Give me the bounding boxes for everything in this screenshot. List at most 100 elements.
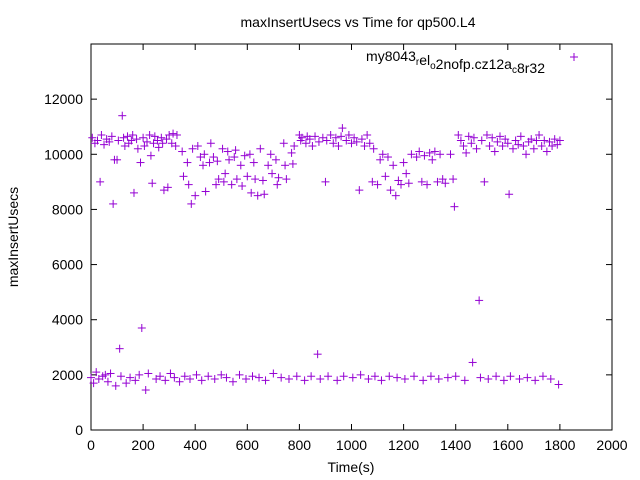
data-point <box>205 158 214 167</box>
data-point <box>391 191 400 200</box>
data-point <box>467 139 476 148</box>
data-point <box>175 377 184 386</box>
data-point <box>105 137 114 146</box>
data-point <box>540 136 549 145</box>
y-axis: 0 2000 4000 6000 8000 10000 12000 <box>44 91 612 438</box>
legend-marker-symbol <box>570 53 578 61</box>
data-point <box>548 142 557 151</box>
data-point <box>258 176 267 185</box>
data-point <box>88 133 97 142</box>
data-point <box>438 175 447 184</box>
data-point <box>150 132 159 141</box>
data-point <box>344 130 353 139</box>
data-point <box>339 372 348 381</box>
data-point <box>389 161 398 170</box>
data-point <box>546 374 555 383</box>
data-point <box>143 137 152 146</box>
data-point <box>131 376 140 385</box>
data-point <box>277 373 286 382</box>
data-point <box>93 136 102 145</box>
data-point <box>158 139 167 148</box>
data-point <box>436 150 445 159</box>
data-point <box>523 373 532 382</box>
data-point <box>515 374 524 383</box>
data-point <box>365 139 374 148</box>
data-point <box>92 368 101 377</box>
data-point <box>135 370 144 379</box>
data-point <box>249 158 258 167</box>
data-point <box>434 374 443 383</box>
data-point <box>157 133 166 142</box>
data-point <box>381 172 390 181</box>
data-point <box>430 147 439 156</box>
data-point <box>383 153 392 162</box>
data-point <box>236 161 245 170</box>
data-point <box>329 139 338 148</box>
data-point <box>472 144 481 153</box>
data-point <box>223 147 232 156</box>
data-point <box>238 181 247 190</box>
data-point <box>555 136 564 145</box>
data-point <box>495 132 504 141</box>
data-point <box>538 372 547 381</box>
data-point <box>106 369 115 378</box>
data-point <box>419 376 428 385</box>
data-point <box>337 132 346 141</box>
data-point <box>305 135 314 144</box>
data-point <box>385 372 394 381</box>
data-point <box>433 177 442 186</box>
data-point <box>369 144 378 153</box>
y-tick-label: 4000 <box>52 312 83 328</box>
data-point <box>468 358 477 367</box>
data-point <box>162 135 171 144</box>
data-point <box>271 155 280 164</box>
data-point <box>485 142 494 151</box>
data-point <box>535 130 544 139</box>
data-point <box>314 137 323 146</box>
data-point <box>253 191 262 200</box>
data-point <box>139 133 148 142</box>
data-point <box>300 376 309 385</box>
data-point <box>522 150 531 159</box>
data-point <box>197 376 206 385</box>
data-point <box>281 161 290 170</box>
data-point <box>101 370 110 379</box>
data-point <box>425 148 434 157</box>
data-point <box>426 372 435 381</box>
data-point <box>454 130 463 139</box>
data-point <box>298 133 307 142</box>
y-tick-label: 0 <box>75 422 83 438</box>
data-point <box>218 144 227 153</box>
data-point <box>370 372 379 381</box>
data-point <box>180 372 189 381</box>
data-point <box>119 133 128 142</box>
data-point <box>221 169 230 178</box>
data-point <box>441 179 450 188</box>
data-point <box>118 111 127 120</box>
data-point <box>122 379 131 388</box>
data-point <box>460 376 469 385</box>
data-point <box>183 158 192 167</box>
x-tick-label: 0 <box>87 437 95 453</box>
data-point <box>313 350 322 359</box>
data-point <box>172 130 181 139</box>
data-point <box>114 136 123 145</box>
data-point <box>214 175 223 184</box>
data-point <box>269 369 278 378</box>
data-point <box>156 372 165 381</box>
data-point <box>256 144 265 153</box>
data-point <box>217 370 226 379</box>
data-point <box>357 135 366 144</box>
data-point <box>133 144 142 153</box>
data-point <box>123 132 132 141</box>
data-point <box>126 373 135 382</box>
data-point <box>417 177 426 186</box>
data-point <box>107 132 116 141</box>
data-point <box>191 191 200 200</box>
data-point <box>480 177 489 186</box>
x-tick-label: 1200 <box>388 437 419 453</box>
data-point <box>459 142 468 151</box>
data-point <box>393 373 402 382</box>
data-point <box>288 159 297 168</box>
data-point <box>477 136 486 145</box>
